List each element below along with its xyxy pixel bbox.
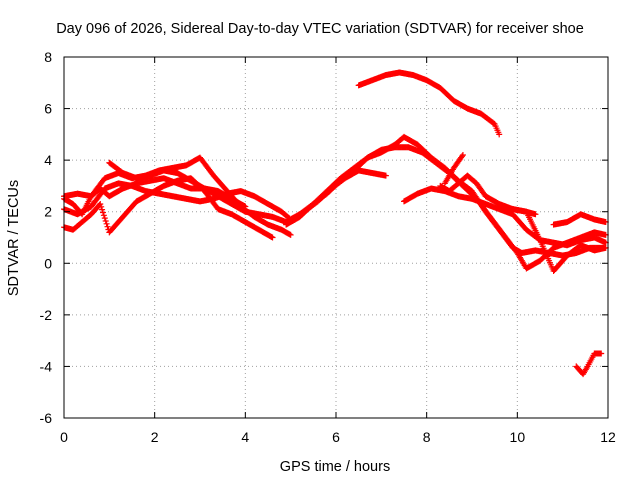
x-tick-label: 2 [151, 429, 159, 445]
y-tick-label: 0 [44, 255, 52, 271]
y-tick-label: -2 [40, 307, 53, 323]
data-point [532, 211, 539, 218]
chart-title: Day 096 of 2026, Sidereal Day-to-day VTE… [56, 21, 584, 37]
data-point [287, 231, 294, 238]
grid-lines [64, 57, 608, 418]
data-point [97, 200, 104, 207]
x-tick-label: 10 [510, 429, 526, 445]
x-tick-label: 0 [60, 429, 68, 445]
data-point [496, 131, 503, 138]
data-point [598, 350, 605, 357]
data-point [100, 212, 107, 219]
x-tick-label: 6 [332, 429, 340, 445]
x-tick-label: 4 [241, 429, 249, 445]
series-trace-l [355, 69, 503, 138]
plot-frame [63, 56, 609, 419]
y-tick-label: -4 [40, 358, 53, 374]
data-point [101, 215, 108, 222]
y-tick-label: 8 [44, 49, 52, 65]
x-tick-label: 12 [600, 429, 616, 445]
y-tick-label: 2 [44, 204, 52, 220]
y-axis-label: SDTVAR / TECUs [6, 180, 22, 296]
data-points [61, 69, 609, 378]
tick-labels: 0 2 4 6 8 10 12 -6 -4 -2 0 2 4 6 8 [40, 49, 616, 445]
data-point [104, 223, 111, 230]
series-trace-i [496, 203, 539, 218]
y-tick-label: 4 [44, 152, 52, 168]
data-point [382, 172, 389, 179]
data-point [102, 217, 109, 224]
data-point [103, 220, 110, 227]
data-point [459, 153, 466, 160]
data-point [98, 203, 105, 210]
series-trace-g [401, 185, 609, 249]
x-axis-label: GPS time / hours [280, 459, 390, 475]
data-point [242, 203, 249, 210]
x-tick-label: 8 [423, 429, 431, 445]
series-trace-k [441, 151, 466, 187]
series-trace-j [550, 211, 609, 228]
data-point [99, 209, 106, 216]
data-point [269, 234, 276, 241]
data-point [459, 151, 466, 158]
y-tick-label: 6 [44, 101, 52, 117]
series-trace-m [573, 350, 605, 378]
data-point [99, 206, 106, 213]
y-tick-label: -6 [40, 410, 53, 426]
